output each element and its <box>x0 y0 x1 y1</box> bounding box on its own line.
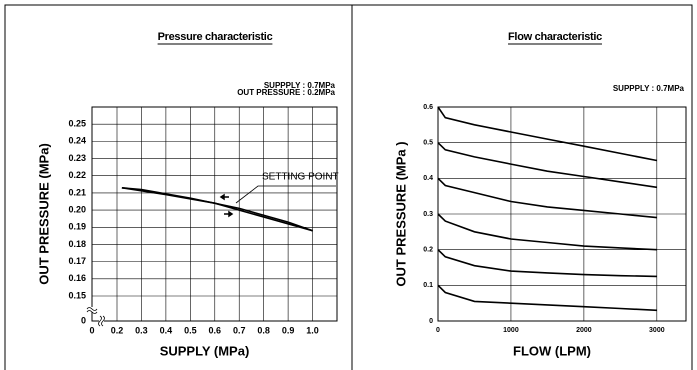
y-tick-label: 0.16 <box>68 273 86 283</box>
x-axis-label: SUPPLY (MPa) <box>160 343 250 358</box>
y-tick-label: 0.15 <box>68 290 86 300</box>
setting-point-label: SETTING POINT <box>262 172 339 183</box>
y-tick-label: 0.21 <box>68 187 86 197</box>
annotation: SUPPPLY : 0.7MPa <box>613 84 685 93</box>
y-tick-label: 0 <box>429 318 433 325</box>
y-tick-label: 0.17 <box>68 256 86 266</box>
arrow <box>224 210 234 218</box>
line <box>437 142 657 189</box>
line <box>437 284 657 312</box>
y-tick-label: 0.2 <box>423 247 433 254</box>
axis-break <box>98 315 105 327</box>
y-tick-label: 0.1 <box>423 282 433 289</box>
y-tick-label: 0.19 <box>68 222 86 232</box>
y-tick-label: 0.25 <box>68 119 86 129</box>
y-tick-label: 0.23 <box>68 153 86 163</box>
line <box>437 249 657 278</box>
y-tick-label: 0.22 <box>68 170 86 180</box>
frame <box>4 4 693 370</box>
y-tick-label: 0.18 <box>68 239 86 249</box>
x-tick-label: 0.9 <box>282 325 295 335</box>
x-tick-label: 1000 <box>503 327 519 334</box>
x-tick-label: 0.6 <box>209 325 222 335</box>
x-tick-label: 0 <box>89 325 94 335</box>
y-tick-label: 0.6 <box>423 104 433 111</box>
x-tick-label: 0.5 <box>184 325 197 335</box>
y-tick-label: 0.24 <box>68 136 86 146</box>
x-tick-label: 2000 <box>576 327 592 334</box>
x-tick-label: 0.2 <box>111 325 124 335</box>
x-tick-label: 0.7 <box>233 325 246 335</box>
y-tick-label: 0.4 <box>423 175 433 182</box>
callout-line <box>235 185 336 204</box>
y-tick-label: 0.20 <box>68 204 86 214</box>
line <box>121 187 313 232</box>
y-axis-label: OUT PRESSURE (MPa ) <box>393 141 408 286</box>
line <box>437 106 657 162</box>
x-tick-label: 1.0 <box>306 325 319 335</box>
axis-break <box>99 317 104 325</box>
y-tick-label: 0.3 <box>423 211 433 218</box>
y-axis-label: OUT PRESSURE (MPa) <box>36 143 51 285</box>
chart-title: Pressure characteristic <box>158 31 273 43</box>
arrow <box>219 193 229 201</box>
line <box>121 187 313 232</box>
plot-frame <box>91 106 338 322</box>
x-axis-label: FLOW (LPM) <box>513 343 591 358</box>
line <box>437 213 657 251</box>
y-tick-label: 0 <box>81 315 86 325</box>
x-tick-label: 3000 <box>649 327 665 334</box>
x-tick-label: 0 <box>436 327 440 334</box>
x-tick-label: 0.4 <box>160 325 173 335</box>
annotation: SUPPPLY : 0.7MPa <box>264 81 336 90</box>
chart-title: Flow characteristic <box>508 31 602 43</box>
y-tick-label: 0.5 <box>423 140 433 147</box>
axis-break <box>86 307 98 314</box>
annotation: OUT PRESSURE : 0.2MPa <box>237 88 335 97</box>
x-tick-label: 0.8 <box>257 325 270 335</box>
x-tick-label: 0.3 <box>135 325 148 335</box>
line <box>437 177 657 219</box>
